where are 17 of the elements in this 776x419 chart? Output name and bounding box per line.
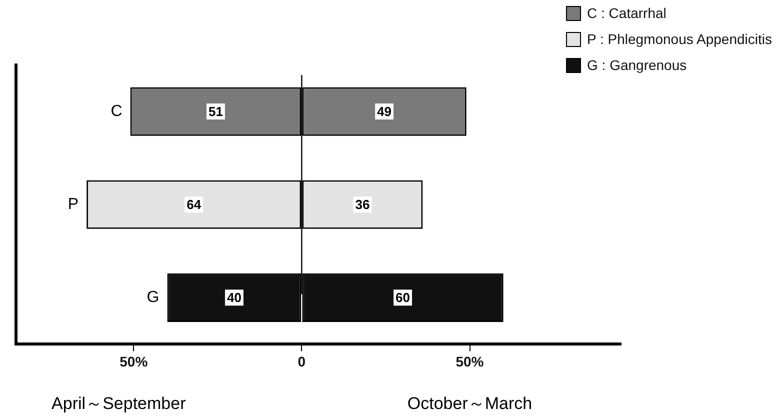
data-label: 64 [186, 197, 202, 212]
legend-label: G : Gangrenous [587, 57, 687, 73]
legend-label: P : Phlegmonous Appendicitis [587, 31, 772, 47]
y-tick-label: G [146, 289, 160, 306]
legend-label: C : Catarrhal [587, 5, 666, 21]
data-label: 49 [377, 104, 392, 120]
text: October～March [407, 394, 532, 413]
data-label: 51 [208, 104, 223, 120]
y-tick-label: P [68, 196, 79, 214]
data-label: 40 [226, 290, 242, 306]
data-label: 36 [355, 197, 370, 212]
data-label: 60 [396, 290, 410, 306]
y-tick-label: C [110, 102, 122, 120]
text: April～September [52, 394, 186, 413]
x-tick-label: 50% [120, 353, 148, 370]
x-tick-label: 0 [298, 353, 306, 370]
x-tick-label: 50% [456, 353, 484, 370]
